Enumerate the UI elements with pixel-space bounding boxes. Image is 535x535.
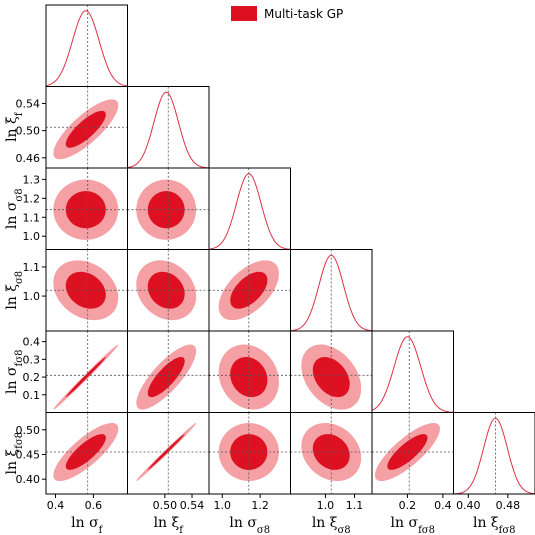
contour-68-5-4 [387,434,428,470]
y-tick-label-2-1: 1.1 [23,211,41,224]
legend: Multi-task GP [231,6,343,21]
y-tick-label-4-1: 0.2 [23,371,41,384]
x-tick-label-5-0: 0.40 [456,499,481,512]
y-tick-label-2-2: 1.2 [23,192,41,205]
x-axis-label-2: ln σσ8 [229,515,270,535]
panel-5-5 [453,412,535,494]
marginal-curve-2 [209,173,291,250]
panel-4-3 [290,331,372,413]
panel-2-2 [209,168,291,250]
panel-1-0 [46,86,128,168]
x-tick-label-0-1: 0.6 [85,499,103,512]
x-tick-label-4-1: 0.4 [434,499,452,512]
x-tick-label-3-0: 1.0 [317,499,335,512]
x-tick-label-2-0: 1.0 [214,499,232,512]
y-tick-label-4-2: 0.3 [23,353,41,366]
y-tick-label-5-1: 0.45 [16,448,41,461]
x-axis-label-4: ln σfσ8 [391,515,435,535]
y-tick-label-1-2: 0.54 [16,97,41,110]
panel-4-0 [46,331,128,413]
panel-3-2 [209,249,291,331]
y-axis-label-2: ln σσ8 [4,188,25,229]
panel-5-3 [290,412,372,494]
contour-68-4-1 [147,357,185,398]
contour-68-1-0 [65,110,106,148]
panel-5-4 [372,412,454,494]
marginal-curve-5 [453,417,535,494]
y-tick-label-3-1: 1.1 [23,261,41,274]
x-tick-label-5-1: 0.48 [496,499,521,512]
contour-68-3-0 [65,271,106,309]
x-tick-label-2-1: 1.2 [251,499,269,512]
y-tick-label-1-1: 0.50 [16,125,41,138]
contour-68-5-2 [230,434,268,470]
contour-68-5-0 [65,434,106,470]
contour-68-5-1 [147,434,185,470]
y-tick-label-5-2: 0.50 [16,424,41,437]
y-tick-label-2-0: 1.0 [23,230,41,243]
x-tick-label-1-0: 0.50 [153,499,178,512]
x-tick-label-4-0: 0.2 [399,499,417,512]
marginal-curve-4 [372,336,454,413]
x-tick-label-3-1: 1.1 [346,499,364,512]
y-axis-label-4: ln σfσ8 [4,350,25,394]
y-tick-label-5-0: 0.40 [16,473,41,486]
panel-4-4 [372,331,454,413]
contour-68-2-0 [65,191,106,229]
contour-68-4-2 [230,357,268,398]
x-axis-label-1: ln ξf [154,515,185,535]
contour-68-4-3 [312,357,350,398]
panel-4-1 [127,331,209,413]
panel-5-1 [127,412,209,494]
panel-2-1 [127,168,209,250]
panel-frame-2-2 [208,167,291,250]
panel-3-0 [46,249,128,331]
contour-68-3-1 [147,271,185,309]
panel-1-1 [127,86,209,168]
marginal-curve-0 [46,10,128,87]
y-tick-label-1-0: 0.46 [16,152,41,165]
x-axis-label-5: ln ξfσ8 [473,515,516,535]
x-axis-label-0: ln σf [71,515,104,535]
panel-frame-5-5 [453,412,535,495]
panel-3-1 [127,249,209,331]
panel-frame-4-0 [45,330,128,413]
contour-68-4-0 [65,357,106,398]
panel-3-3 [290,249,372,331]
legend-label: Multi-task GP [264,7,343,21]
y-tick-label-4-0: 0.1 [23,389,41,402]
legend-swatch [231,6,257,21]
panel-5-2 [209,412,291,494]
panel-frame-0-0 [45,4,128,87]
x-tick-label-1-1: 0.54 [180,499,205,512]
panel-2-0 [46,168,128,250]
panel-0-0 [46,5,128,87]
contour-68-2-1 [147,191,185,229]
marginal-curve-1 [127,91,209,168]
y-tick-label-3-0: 1.0 [23,290,41,303]
y-axis-label-3: ln ξσ8 [4,271,25,310]
panels-layer [45,4,535,495]
panel-4-2 [209,331,291,413]
panel-5-0 [46,412,128,494]
y-axis-label-5: ln ξfσ8 [4,432,25,475]
y-tick-label-2-3: 1.3 [23,173,41,186]
y-axis-label-1: ln ξf [4,111,25,142]
x-tick-label-0-0: 0.4 [47,499,65,512]
x-axis-label-3: ln ξσ8 [312,515,351,535]
y-tick-label-4-3: 0.4 [23,336,41,349]
